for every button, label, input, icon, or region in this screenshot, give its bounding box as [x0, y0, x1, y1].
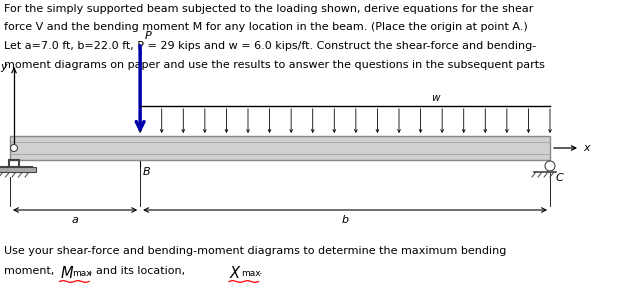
Text: Use your shear-force and bending-moment diagrams to determine the maximum bendin: Use your shear-force and bending-moment … — [4, 246, 506, 256]
Text: moment,: moment, — [4, 266, 58, 276]
Text: x: x — [583, 143, 590, 153]
Text: y: y — [1, 62, 7, 72]
Text: , and its location,: , and its location, — [89, 266, 189, 276]
Text: w: w — [431, 93, 440, 103]
Bar — [10, 136, 550, 160]
Text: .: . — [259, 266, 262, 276]
Text: P: P — [145, 31, 152, 41]
Text: $\mathit{X}$: $\mathit{X}$ — [229, 266, 242, 282]
Text: max: max — [72, 268, 92, 277]
Circle shape — [10, 145, 17, 151]
Text: B: B — [143, 167, 151, 177]
Text: C: C — [556, 173, 564, 183]
Text: a: a — [72, 215, 79, 225]
Text: $\mathit{M}$: $\mathit{M}$ — [59, 266, 73, 282]
Text: b: b — [341, 215, 349, 225]
Text: force V and the bending moment M for any location in the beam. (Place the origin: force V and the bending moment M for any… — [4, 23, 528, 32]
Text: For the simply supported beam subjected to the loading shown, derive equations f: For the simply supported beam subjected … — [4, 4, 534, 14]
Text: Let a=7.0 ft, b=22.0 ft, P = 29 kips and w = 6.0 kips/ft. Construct the shear-fo: Let a=7.0 ft, b=22.0 ft, P = 29 kips and… — [4, 41, 536, 51]
Circle shape — [545, 161, 555, 171]
Text: max: max — [241, 268, 261, 277]
Bar — [0, 167, 36, 172]
Text: moment diagrams on paper and use the results to answer the questions in the subs: moment diagrams on paper and use the res… — [4, 60, 545, 69]
